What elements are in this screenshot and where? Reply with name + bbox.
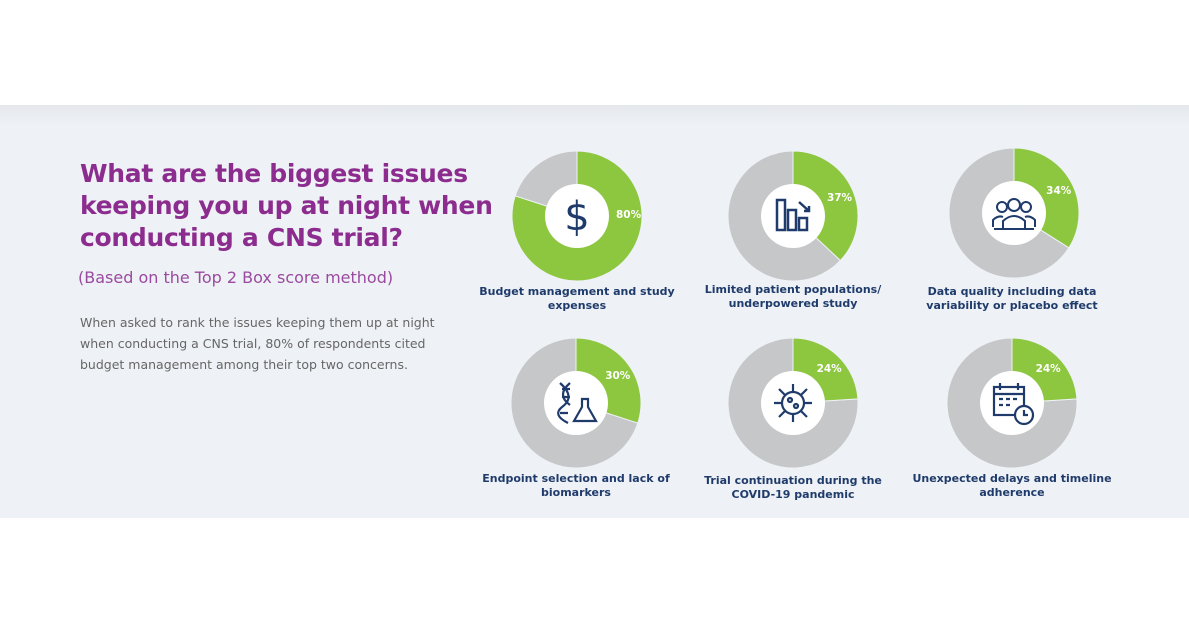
donut-slice-value [792,150,859,262]
chart-label: Limited patient populations/ underpowere… [704,283,882,310]
calendar-clock-icon [982,373,1042,433]
donut-slice-remainder [727,337,859,469]
dollar-icon: $ [547,186,607,246]
value-label: 30% [605,369,631,382]
value-label: 80% [616,209,642,221]
chart-label: Budget management and study expenses [479,285,675,312]
chart-label: Trial continuation during the COVID-19 p… [704,474,882,501]
value-label: 34% [1046,185,1072,197]
declining-bar-chart-icon [763,186,823,246]
value-label: 24% [816,362,842,375]
donut-slice-remainder [946,337,1078,469]
body-text: When asked to rank the issues keeping th… [80,315,435,372]
donut-chart: 30% [506,333,646,473]
donut-chart: 37% [723,146,863,286]
donut-hole [545,184,609,248]
value-label: 24% [1035,362,1061,375]
subtitle: (Based on the Top 2 Box score method) [78,268,394,287]
svg-text:$: $ [564,194,589,240]
donut-chart: 24% [723,333,863,473]
dna-flask-icon [546,373,606,433]
virus-icon [763,373,823,433]
donut-chart: 34% [944,143,1084,283]
chart-label: Data quality including data variability … [926,285,1098,312]
donut-slice-value [511,150,643,282]
donut-chart: 24% [942,333,1082,473]
value-label: 37% [826,192,853,205]
donut-chart: $80% [507,146,647,286]
donut-hole [761,371,825,435]
people-group-icon [984,183,1044,243]
chart-label: Unexpected delays and timeline adherence [912,472,1112,499]
chart-label: Endpoint selection and lack of biomarker… [482,472,670,499]
page-title: What are the biggest issues keeping you … [80,159,493,252]
